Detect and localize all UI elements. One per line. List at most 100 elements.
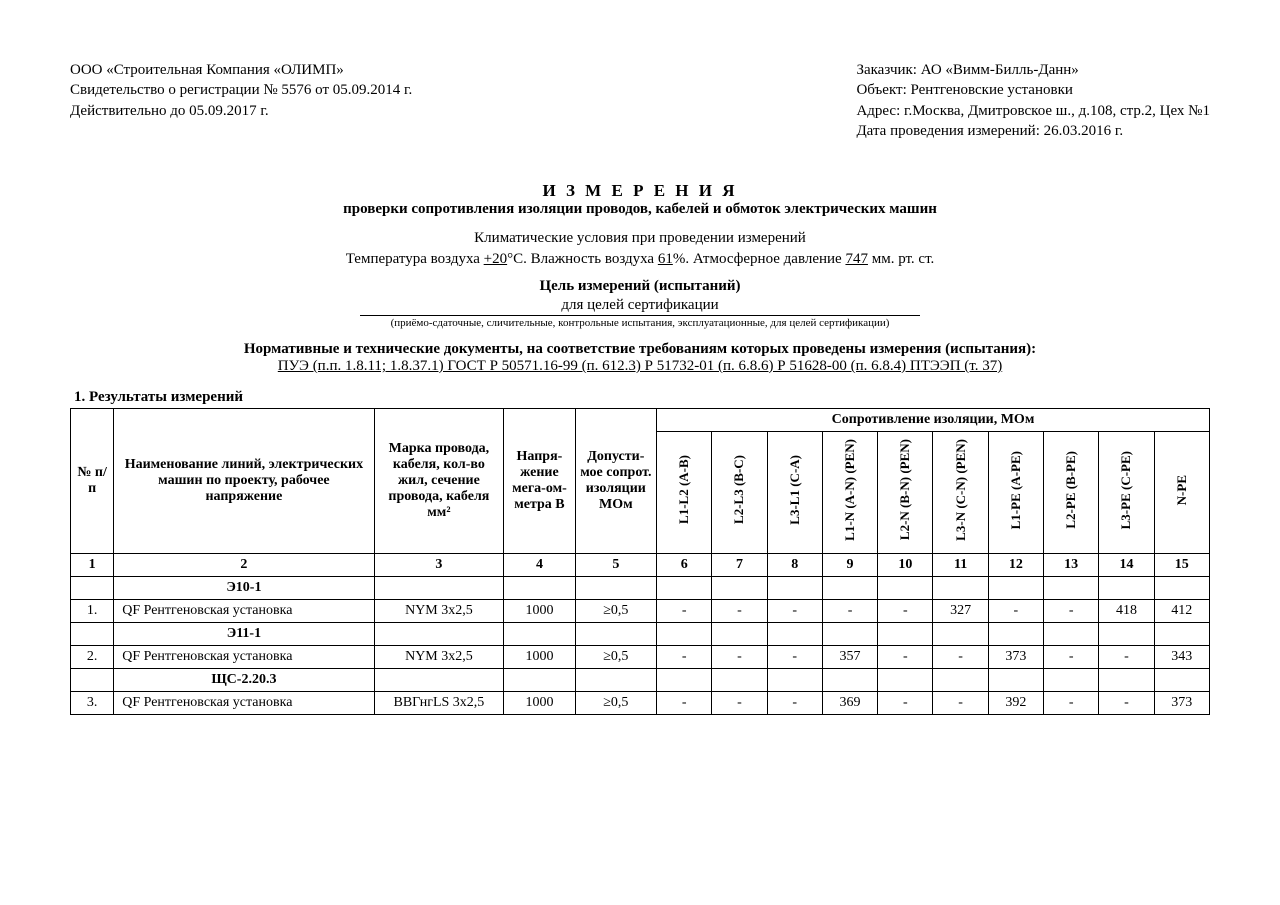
col-c14: L3-PE (C-PE) bbox=[1099, 432, 1154, 554]
row3-v5: - bbox=[933, 691, 988, 714]
row1-v5: 327 bbox=[933, 599, 988, 622]
cn-2: 2 bbox=[114, 553, 374, 576]
col-voltage: Напря-жение мега-ом-метра В bbox=[504, 409, 575, 554]
row1-mark: NYM 3x2,5 bbox=[374, 599, 504, 622]
row1-num: 1. bbox=[71, 599, 114, 622]
group-label-1: Э10-1 bbox=[114, 576, 374, 599]
cn-1: 1 bbox=[71, 553, 114, 576]
row1-v2: - bbox=[767, 599, 822, 622]
row3-name: QF Рентгеновская установка bbox=[114, 691, 374, 714]
humidity-value: 61 bbox=[658, 251, 673, 267]
cn-3: 3 bbox=[374, 553, 504, 576]
cn-5: 5 bbox=[575, 553, 656, 576]
row2-v5: - bbox=[933, 645, 988, 668]
row3-v3: 369 bbox=[822, 691, 877, 714]
title-block: И З М Е Р Е Н И Я проверки сопротивления… bbox=[70, 181, 1210, 218]
cn-14: 14 bbox=[1099, 553, 1154, 576]
row1-v0: - bbox=[657, 599, 712, 622]
col-c15: N-PE bbox=[1154, 432, 1209, 554]
row3-v8: - bbox=[1099, 691, 1154, 714]
cn-11: 11 bbox=[933, 553, 988, 576]
col-c6: L1-L2 (A-B) bbox=[657, 432, 712, 554]
col-c8: L3-L1 (C-A) bbox=[767, 432, 822, 554]
cn-15: 15 bbox=[1154, 553, 1209, 576]
title-main: И З М Е Р Е Н И Я bbox=[70, 181, 1210, 201]
row3-v0: - bbox=[657, 691, 712, 714]
col-c7: L2-L3 (B-C) bbox=[712, 432, 767, 554]
row2-v3: 357 bbox=[822, 645, 877, 668]
norms-list: ПУЭ (п.п. 1.8.11; 1.8.37.1) ГОСТ Р 50571… bbox=[70, 358, 1210, 375]
purpose-note: (приёмо-сдаточные, сличительные, контрол… bbox=[70, 317, 1210, 329]
row2-v6: 373 bbox=[988, 645, 1043, 668]
row2-v8: - bbox=[1099, 645, 1154, 668]
results-table: № п/п Наименование линий, электрических … bbox=[70, 408, 1210, 715]
group-row-1: Э10-1 bbox=[71, 576, 1210, 599]
conditions-values: Температура воздуха +20°C. Влажность воз… bbox=[70, 249, 1210, 270]
row2-v2: - bbox=[767, 645, 822, 668]
cn-7: 7 bbox=[712, 553, 767, 576]
row3-allow: ≥0,5 bbox=[575, 691, 656, 714]
col-c11: L3-N (C-N) (PEN) bbox=[933, 432, 988, 554]
row2-v9: 343 bbox=[1154, 645, 1209, 668]
row2-mark: NYM 3x2,5 bbox=[374, 645, 504, 668]
norms-title: Нормативные и технические документы, на … bbox=[70, 341, 1210, 358]
row2-volt: 1000 bbox=[504, 645, 575, 668]
row3-v6: 392 bbox=[988, 691, 1043, 714]
row2-num: 2. bbox=[71, 645, 114, 668]
col-c12: L1-PE (A-PE) bbox=[988, 432, 1043, 554]
title-sub: проверки сопротивления изоляции проводов… bbox=[70, 201, 1210, 218]
certificate-line: Свидетельство о регистрации № 5576 от 05… bbox=[70, 80, 412, 100]
row2-name: QF Рентгеновская установка bbox=[114, 645, 374, 668]
cn-9: 9 bbox=[822, 553, 877, 576]
row1-v6: - bbox=[988, 599, 1043, 622]
row3-mark: ВВГнгLS 3x2,5 bbox=[374, 691, 504, 714]
purpose-value: для целей сертификации bbox=[360, 297, 920, 316]
col-num: № п/п bbox=[71, 409, 114, 554]
table-head: № п/п Наименование линий, электрических … bbox=[71, 409, 1210, 577]
customer-line: Заказчик: АО «Вимм-Билль-Данн» bbox=[856, 60, 1210, 80]
group-row-3: ЩС-2.20.3 bbox=[71, 668, 1210, 691]
temp-unit: °C. Влажность воздуха bbox=[507, 251, 658, 267]
table-row: 3. QF Рентгеновская установка ВВГнгLS 3x… bbox=[71, 691, 1210, 714]
section-1-title: 1. Результаты измерений bbox=[74, 389, 1210, 406]
row1-v8: 418 bbox=[1099, 599, 1154, 622]
cn-6: 6 bbox=[657, 553, 712, 576]
purpose-title: Цель измерений (испытаний) bbox=[70, 278, 1210, 295]
purpose-value-wrap: для целей сертификации bbox=[70, 297, 1210, 316]
group-label-3: ЩС-2.20.3 bbox=[114, 668, 374, 691]
col-c9: L1-N (A-N) (PEN) bbox=[822, 432, 877, 554]
row1-v7: - bbox=[1044, 599, 1099, 622]
row2-v4: - bbox=[878, 645, 933, 668]
col-c13: L2-PE (B-PE) bbox=[1044, 432, 1099, 554]
header-right: Заказчик: АО «Вимм-Билль-Данн» Объект: Р… bbox=[856, 60, 1210, 141]
humidity-unit: %. Атмосферное давление bbox=[673, 251, 846, 267]
temp-value: +20 bbox=[484, 251, 507, 267]
row2-allow: ≥0,5 bbox=[575, 645, 656, 668]
valid-until: Действительно до 05.09.2017 г. bbox=[70, 101, 412, 121]
object-line: Объект: Рентгеновские установки bbox=[856, 80, 1210, 100]
row3-v9: 373 bbox=[1154, 691, 1209, 714]
row1-v4: - bbox=[878, 599, 933, 622]
row3-num: 3. bbox=[71, 691, 114, 714]
row1-v1: - bbox=[712, 599, 767, 622]
row2-v7: - bbox=[1044, 645, 1099, 668]
row1-volt: 1000 bbox=[504, 599, 575, 622]
header-left: ООО «Строительная Компания «ОЛИМП» Свиде… bbox=[70, 60, 412, 141]
table-body: Э10-1 1. QF Рентгеновская установка NYM … bbox=[71, 576, 1210, 714]
cn-12: 12 bbox=[988, 553, 1043, 576]
address-line: Адрес: г.Москва, Дмитровское ш., д.108, … bbox=[856, 101, 1210, 121]
row1-v3: - bbox=[822, 599, 877, 622]
cn-13: 13 bbox=[1044, 553, 1099, 576]
pressure-unit: мм. рт. ст. bbox=[868, 251, 934, 267]
row3-v1: - bbox=[712, 691, 767, 714]
pressure-value: 747 bbox=[845, 251, 868, 267]
row2-v1: - bbox=[712, 645, 767, 668]
cn-10: 10 bbox=[878, 553, 933, 576]
table-row: 2. QF Рентгеновская установка NYM 3x2,5 … bbox=[71, 645, 1210, 668]
col-c10: L2-N (B-N) (PEN) bbox=[878, 432, 933, 554]
conditions-heading: Климатические условия при проведении изм… bbox=[70, 228, 1210, 249]
group-row-2: Э11-1 bbox=[71, 622, 1210, 645]
measurement-date: Дата проведения измерений: 26.03.2016 г. bbox=[856, 121, 1210, 141]
conditions-block: Климатические условия при проведении изм… bbox=[70, 228, 1210, 270]
company-name: ООО «Строительная Компания «ОЛИМП» bbox=[70, 60, 412, 80]
